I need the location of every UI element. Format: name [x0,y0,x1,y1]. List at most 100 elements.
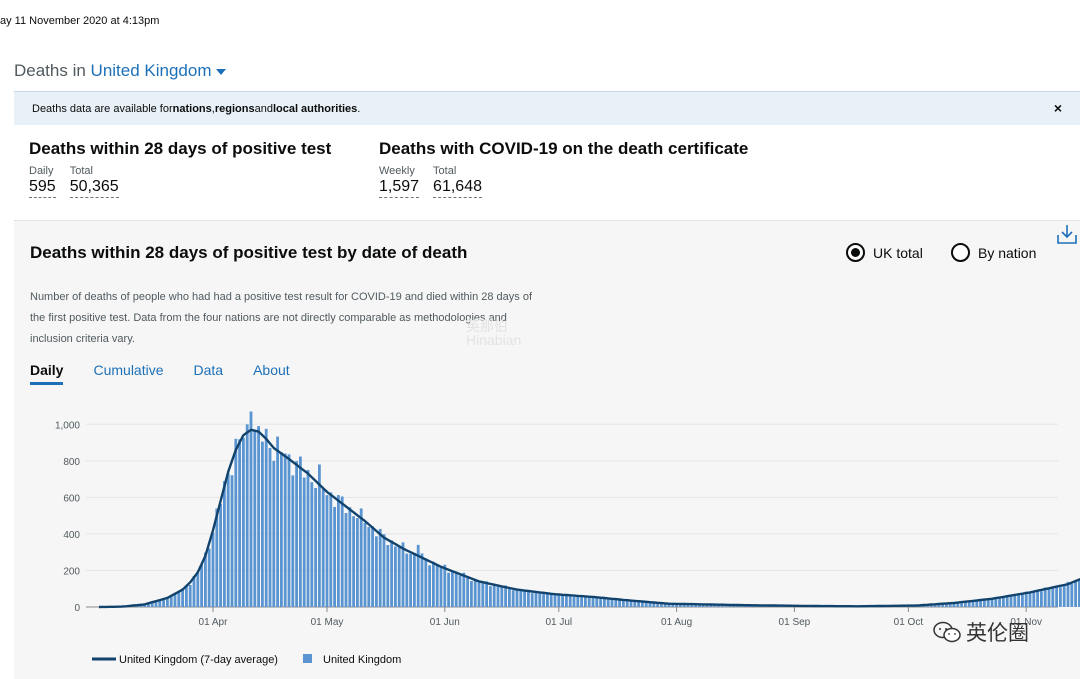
bar [204,552,207,607]
metric-label: Total [433,165,457,177]
bar [166,598,169,607]
metric-weekly[interactable]: Weekly 1,597 [379,165,420,198]
metric-value: 50,365 [69,177,119,198]
bar [143,604,146,607]
download-icon[interactable] [1056,223,1078,245]
bar [633,601,637,607]
bar [979,600,982,607]
bar [956,603,960,607]
bar [998,598,1001,607]
summary-28-days: Deaths within 28 days of positive test D… [29,139,331,198]
bar [253,431,257,607]
bar [489,586,492,607]
bar [378,528,382,607]
area-selector[interactable]: United Kingdom [91,61,226,80]
tab-cumulative[interactable]: Cumulative [93,362,164,378]
tab-about[interactable]: About [253,362,290,378]
bar [656,603,659,607]
bar [420,553,424,607]
bar [1055,585,1058,607]
bar [492,584,496,607]
metric-total[interactable]: Total 50,365 [69,165,119,198]
banner-sep: , [211,102,215,115]
bar [682,603,686,607]
metric-daily[interactable]: Daily 595 [29,165,56,198]
bar [196,571,200,607]
bar [603,598,606,607]
metric-total[interactable]: Total 61,648 [433,165,482,198]
bar [1040,591,1043,607]
x-tick-label: 01 May [311,617,344,628]
tab-data[interactable]: Data [193,362,224,378]
bar [371,526,374,607]
bar [508,588,511,607]
bar [150,602,154,607]
bar [534,591,538,607]
bar [1017,595,1020,607]
bar [591,597,595,607]
bar [561,594,564,607]
bar [329,492,333,607]
bar [242,437,245,607]
y-tick-label: 1,000 [55,420,80,431]
bar [200,564,203,607]
bar [280,452,283,607]
bar [948,603,952,607]
bar [337,495,340,607]
metric-label: Daily [29,165,54,177]
bar [1078,579,1080,607]
bar [614,599,618,607]
bar [679,603,682,607]
bar [530,593,534,607]
tab-daily[interactable]: Daily [30,362,64,385]
area-name: United Kingdom [90,61,212,80]
bar [511,590,515,607]
local-authorities-link[interactable]: local authorities [272,102,358,115]
bar [1024,591,1028,607]
bar [147,603,150,607]
close-icon[interactable]: × [1053,100,1062,116]
wechat-account-name: 英伦圈 [966,622,1029,645]
bar [964,601,967,607]
bar [629,600,633,607]
bar [276,436,279,607]
summary-death-certificate: Deaths with COVID-19 on the death certif… [379,139,748,198]
bar [557,593,561,607]
regions-link[interactable]: regions [214,102,255,115]
chart-description: Number of deaths of people who had had a… [30,291,533,345]
bar [971,600,975,607]
metric-value: 1,597 [379,177,420,198]
bar [580,595,583,607]
bar [367,527,371,607]
bar [264,428,268,607]
bar [477,582,481,607]
bar [523,590,526,607]
bar [268,447,272,607]
bar [321,489,325,607]
chart-card-title: Deaths within 28 days of positive test b… [30,243,468,262]
bar [686,604,690,607]
bar [223,481,226,607]
bar [428,565,431,607]
bar [348,507,352,607]
info-banner: Deaths data are available for nations, r… [14,91,1080,125]
last-updated-text: ay 11 November 2020 at 4:13pm [0,15,160,27]
bar [211,532,215,607]
nations-link[interactable]: nations [172,102,212,115]
bar [572,596,576,607]
bar [283,453,287,607]
bar [310,482,314,607]
radio-by-nation[interactable]: By nation [951,243,1036,262]
bar [363,522,367,607]
bar [945,603,948,607]
bar [504,585,507,607]
average-line [98,428,1080,609]
wechat-watermark: 英伦圈 [932,617,1029,647]
radio-uk-total[interactable]: UK total [846,243,923,262]
bar [226,473,230,607]
radio-label: By nation [978,244,1037,261]
bar [485,581,488,607]
bar [565,594,568,607]
watermark: 英那伯 Hinabian [466,319,521,347]
metric-value: 61,648 [433,177,482,198]
